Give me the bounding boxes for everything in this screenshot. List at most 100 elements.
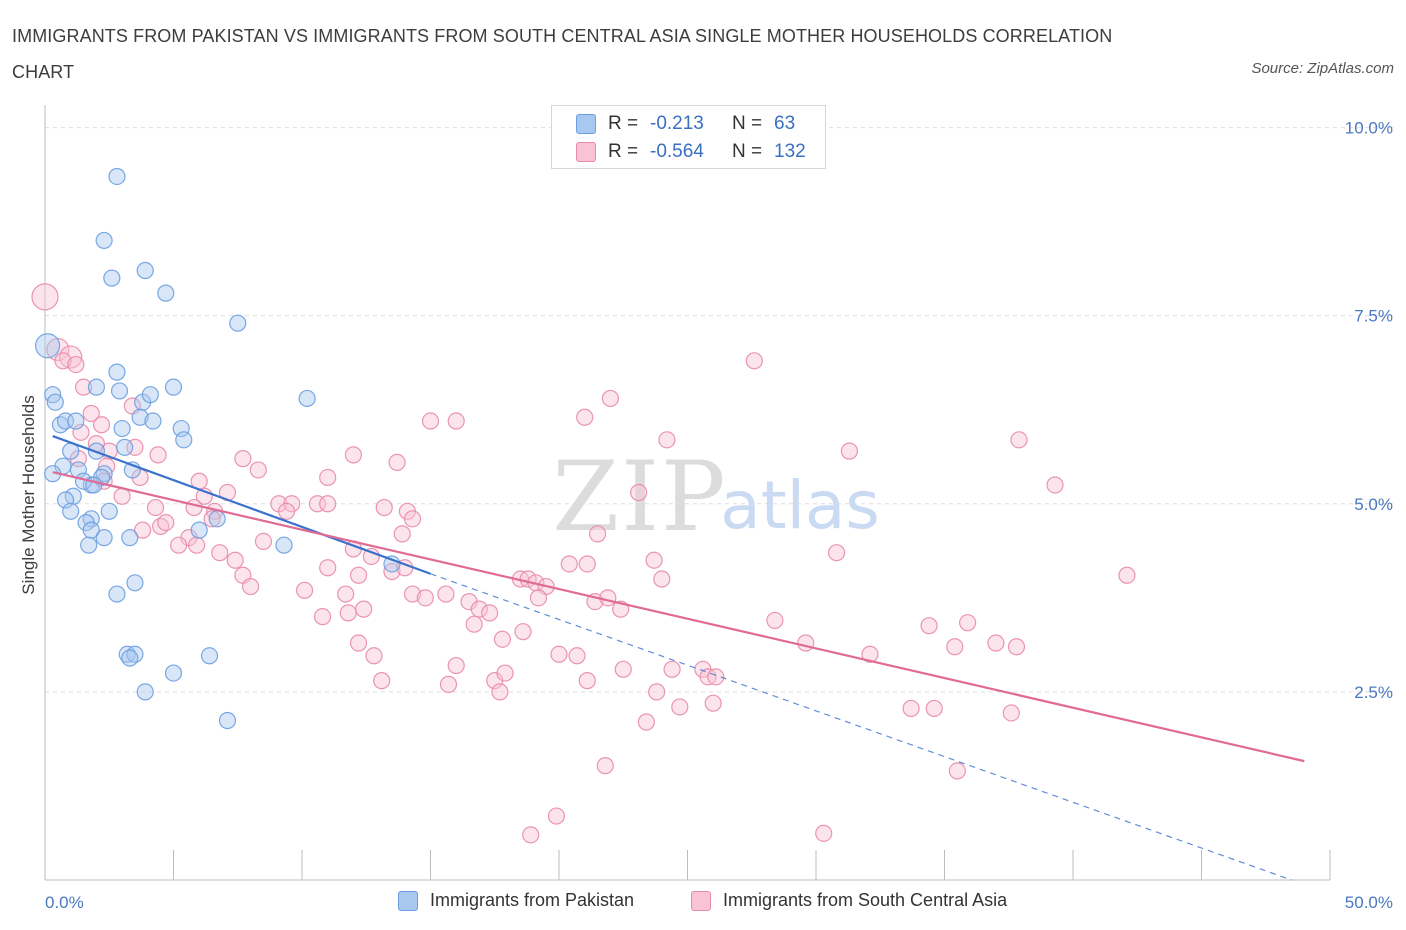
south-central-asia-point [1007, 638, 1026, 656]
south-central-asia-point [319, 468, 337, 487]
south-central-asia-point [375, 498, 393, 517]
south-central-asia-point [403, 585, 422, 603]
south-central-asia-point [588, 525, 607, 543]
south-central-asia-point [295, 581, 314, 599]
pakistan-point [100, 502, 118, 520]
pakistan-point [136, 261, 154, 280]
south-central-asia-point [948, 762, 966, 780]
pakistan-trend-extension [430, 573, 1292, 881]
pakistan-point [110, 382, 129, 400]
south-central-asia-point [658, 431, 676, 449]
south-central-asia-point [393, 525, 411, 543]
south-central-asia-point [599, 589, 617, 607]
south-central-asia-point [388, 453, 406, 472]
south-central-asia-point [653, 570, 671, 588]
south-central-asia-point [362, 547, 380, 566]
pakistan-point [67, 412, 85, 430]
south-central-asia-point [648, 683, 666, 701]
pakistan-point [108, 585, 126, 603]
south-central-asia-point [614, 660, 632, 678]
south-central-asia-point [529, 589, 548, 607]
south-central-asia-point [766, 611, 784, 630]
south-central-asia-point [185, 498, 203, 517]
r-value: -0.564 [650, 141, 704, 162]
tick-labels: 2.5% 5.0% 7.5% 10.0% 0.0% 50.0% [45, 119, 1393, 912]
south-central-asia-point [313, 608, 332, 626]
r-label: R = [608, 141, 639, 162]
n-value: 63 [774, 113, 796, 134]
n-label: N = [732, 141, 763, 162]
south-central-asia-point [349, 566, 368, 584]
pakistan-point [131, 408, 149, 426]
south-central-asia-point [54, 352, 72, 370]
r-label: R = [608, 113, 639, 134]
south-central-asia-point [74, 378, 93, 396]
south-central-asia-point [630, 483, 648, 502]
south-central-asia-point [560, 555, 578, 573]
south-central-asia-point [447, 656, 465, 675]
south-central-asia-point [203, 510, 221, 528]
pakistan-point [95, 529, 113, 547]
south-central-asia-point [344, 446, 362, 464]
x-tick-label-min: 0.0% [45, 893, 84, 912]
south-central-asia-point [242, 577, 260, 596]
pakistan-point [136, 683, 154, 701]
south-central-asia-point [355, 600, 373, 618]
south-central-asia-point [959, 614, 977, 632]
south-central-asia-point [134, 521, 152, 539]
south-central-asia-point [146, 498, 165, 517]
series-south-central-asia-points [31, 283, 1136, 844]
stats-legend-row-south-central-asia: R = -0.564 N = 132 [576, 139, 806, 165]
south-central-asia-point [601, 389, 620, 408]
south-central-asia-point [421, 412, 440, 430]
pakistan-point [103, 269, 121, 287]
pakistan-point [121, 649, 139, 667]
south-central-asia-point [547, 807, 566, 825]
south-central-asia-point [568, 647, 586, 665]
south-central-asia-point [72, 423, 90, 441]
south-central-asia-swatch [576, 142, 596, 162]
south-central-asia-point [157, 513, 175, 532]
south-central-asia-point [578, 672, 596, 690]
south-central-asia-point [31, 283, 59, 311]
pakistan-point [298, 389, 316, 408]
pakistan-point [126, 574, 144, 592]
south-central-asia-point [365, 647, 383, 665]
south-central-asia-point [373, 672, 391, 690]
south-central-asia-point [1002, 704, 1020, 722]
n-label: N = [732, 113, 763, 134]
south-central-asia-point [319, 559, 337, 577]
watermark-atlas: atlas [720, 467, 880, 544]
south-central-asia-point [902, 699, 920, 718]
pakistan-point [34, 333, 61, 359]
south-central-asia-point [645, 551, 663, 569]
pakistan-point [208, 510, 226, 528]
south-central-asia-point [254, 532, 273, 551]
south-central-asia-point [704, 694, 722, 712]
south-central-asia-point [637, 713, 655, 731]
stats-legend: R = -0.213 N = 63 R = -0.564 N = 132 [551, 105, 826, 169]
south-central-asia-point [337, 585, 355, 603]
south-central-asia-point [339, 604, 357, 622]
series-pakistan-points [34, 167, 401, 730]
grid-lines [45, 127, 1395, 693]
axes [44, 105, 1331, 881]
trend-lines [52, 435, 1305, 881]
pakistan-point [190, 521, 208, 539]
south-central-asia-point [437, 585, 455, 603]
legend-label-pakistan: Immigrants from Pakistan [430, 890, 635, 910]
south-central-asia-point [249, 461, 267, 479]
pakistan-point [200, 647, 219, 665]
south-central-asia-point [946, 638, 964, 656]
south-central-asia-point [319, 495, 337, 513]
pakistan-swatch [576, 114, 596, 134]
south-central-asia-point [403, 510, 422, 528]
pakistan-point [121, 529, 139, 547]
source-label: Source: ZipAtlas.com [1251, 60, 1394, 77]
south-central-asia-point [578, 555, 596, 573]
south-central-asia-point [987, 634, 1005, 652]
pakistan-point [113, 419, 131, 438]
pakistan-point [218, 711, 237, 730]
pakistan-point [175, 431, 193, 449]
